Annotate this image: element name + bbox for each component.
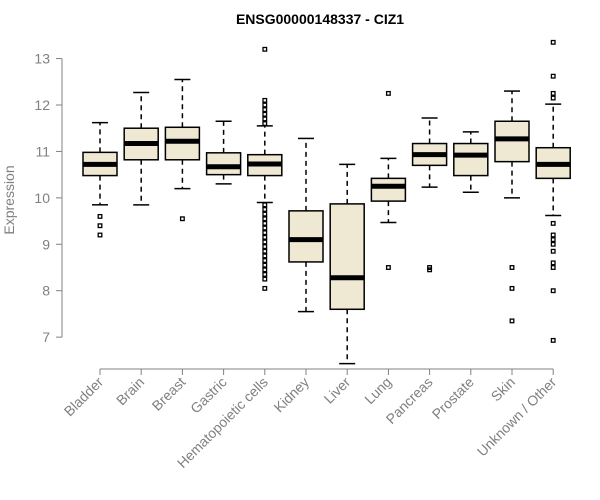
outlier-point — [550, 265, 556, 270]
outlier-point — [262, 248, 268, 254]
y-tick-label: 9 — [42, 236, 50, 252]
outlier-point — [550, 73, 556, 79]
x-tick-label: Bladder — [61, 374, 107, 420]
outlier-point — [262, 107, 268, 113]
outlier-point — [262, 262, 268, 268]
x-tick-label: Brain — [113, 374, 147, 408]
outlier-point — [262, 285, 268, 291]
outlier-point — [262, 211, 268, 217]
box-group — [494, 90, 530, 324]
box — [453, 142, 489, 177]
box-group — [288, 137, 324, 313]
outlier-point — [550, 95, 556, 101]
box-group — [370, 90, 407, 270]
outlier-point — [262, 258, 268, 263]
y-tick-label: 11 — [35, 143, 50, 159]
outlier-point — [262, 234, 268, 240]
y-tick-label: 13 — [34, 51, 50, 67]
box — [494, 120, 530, 163]
outlier-point — [550, 237, 556, 243]
box-group — [247, 46, 283, 291]
box-group — [329, 163, 365, 365]
x-tick-label: Prostate — [429, 374, 477, 422]
x-tick-label: Skin — [488, 374, 519, 405]
y-axis-label: Expression — [1, 165, 17, 234]
outlier-point — [509, 285, 515, 291]
outlier-point — [550, 248, 556, 254]
x-tick-label: Kidney — [271, 374, 313, 416]
outlier-point — [550, 232, 556, 238]
y-tick-label: 12 — [34, 97, 50, 113]
box — [205, 152, 242, 176]
box-group — [453, 131, 489, 194]
outlier-point — [262, 225, 268, 231]
outlier-point — [262, 116, 268, 122]
outlier-point — [97, 232, 103, 238]
x-tick-label: Breast — [149, 374, 189, 414]
outlier-point — [262, 202, 268, 208]
outlier-point — [262, 253, 268, 259]
y-tick-label: 7 — [42, 329, 50, 345]
outlier-point — [262, 220, 268, 226]
outlier-point — [550, 39, 556, 45]
outlier-point — [262, 121, 268, 127]
outlier-point — [179, 216, 185, 222]
box-group — [411, 117, 448, 273]
box-group — [535, 39, 571, 343]
outlier-point — [262, 276, 268, 282]
outlier-point — [262, 46, 268, 52]
outlier-point — [550, 260, 556, 266]
outlier-point — [550, 90, 556, 96]
box-series — [82, 39, 571, 365]
outlier-point — [550, 241, 556, 247]
box-group — [123, 91, 159, 206]
chart-title: ENSG00000148337 - CIZ1 — [236, 11, 404, 27]
outlier-point — [550, 220, 556, 226]
outlier-point — [262, 244, 268, 250]
outlier-point — [262, 97, 268, 103]
outlier-point — [262, 216, 268, 222]
box — [329, 203, 365, 311]
y-axis: 7 8 9 10 11 12 13 — [34, 51, 63, 345]
outlier-point — [385, 265, 391, 270]
x-tick-label: Liver — [321, 374, 354, 407]
outlier-point — [550, 337, 556, 343]
outlier-point — [385, 90, 391, 96]
outlier-point — [550, 288, 556, 294]
box — [288, 210, 324, 263]
outlier-point — [427, 267, 433, 273]
box-group — [82, 121, 118, 238]
outlier-point — [262, 230, 268, 236]
y-tick-label: 8 — [42, 283, 50, 299]
outlier-point — [509, 265, 515, 270]
x-tick-label: Lung — [361, 374, 394, 407]
outlier-point — [262, 207, 268, 212]
box-group — [164, 78, 201, 222]
outlier-point — [262, 272, 268, 277]
outlier-point — [262, 102, 268, 108]
outlier-point — [262, 267, 268, 273]
outlier-point — [509, 318, 515, 324]
outlier-point — [262, 111, 268, 117]
outlier-point — [97, 223, 103, 229]
box-group — [205, 120, 242, 185]
y-tick-label: 10 — [34, 190, 50, 206]
outlier-point — [97, 213, 103, 219]
box — [370, 177, 407, 202]
outlier-point — [262, 239, 268, 245]
